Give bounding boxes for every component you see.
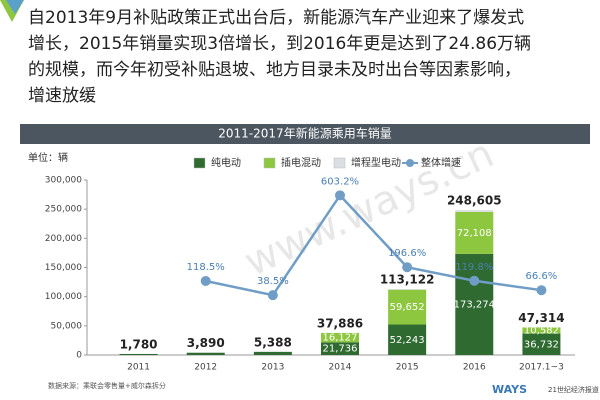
y-tick-label: 0	[76, 351, 82, 361]
bar-segment	[119, 353, 158, 355]
growth-label: 603.2%	[321, 176, 359, 187]
y-tick-label: 300,000	[45, 176, 82, 186]
total-label: 47,314	[518, 311, 564, 325]
total-label: 248,605	[447, 193, 502, 207]
x-tick-label: 2014	[329, 363, 352, 373]
source: 数据来源：乘联会零售量+威尔森拆分	[48, 381, 166, 390]
segment-label: 16,127	[323, 333, 358, 344]
total-label: 37,886	[317, 316, 363, 330]
growth-point	[469, 275, 480, 286]
legend-swatch	[333, 157, 346, 169]
bar-segment	[321, 342, 359, 355]
growth-point	[267, 290, 278, 301]
legend-swatch	[263, 157, 276, 169]
legend-label: 插电混动	[281, 156, 321, 169]
growth-point	[536, 285, 547, 296]
legend-swatch	[193, 157, 206, 169]
growth-line	[205, 193, 542, 297]
growth-label: 38.5%	[257, 276, 289, 287]
unit-label: 单位：辆	[28, 151, 68, 164]
growth-label: 196.6%	[388, 248, 426, 259]
header-line: 增速放缓	[28, 86, 96, 106]
y-tick-label: 250,000	[45, 205, 82, 215]
growth-point	[200, 276, 211, 287]
segment-label: 36,732	[524, 339, 559, 350]
segment-label: 173,274	[454, 299, 495, 310]
segment-label: 59,652	[390, 302, 425, 313]
chart-title: 2011-2017年新能源乘用车销量	[218, 126, 391, 141]
total-label: 1,780	[120, 337, 158, 351]
x-tick-label: 2016	[463, 363, 486, 373]
header-line: 增长，2015年销量实现3倍增长，到2016年更是达到了24.86万辆	[28, 34, 531, 54]
segment-label: 21,736	[323, 344, 358, 355]
x-tick-label: 2017.1~3	[519, 363, 564, 373]
header-line: 的规模，而今年初受补贴退坡、地方目录未及时出台等因素影响，	[28, 60, 521, 80]
legend-swatch	[406, 159, 414, 167]
bar-segment	[388, 289, 427, 325]
header-line: 自2013年9月补贴政策正式出台后，新能源汽车产业迎来了爆发式	[28, 8, 524, 28]
y-tick-label: 200,000	[45, 234, 82, 244]
logo: WAYS	[492, 383, 527, 396]
bar-segment	[455, 209, 494, 212]
bar-segment	[388, 289, 427, 290]
total-label: 3,890	[187, 336, 225, 350]
bar-segment	[455, 253, 494, 355]
segment-label: 52,243	[390, 335, 425, 346]
legend-label: 纯电动	[211, 156, 241, 169]
bar-segment	[455, 211, 494, 254]
growth-point	[402, 262, 413, 273]
growth-label: 119.8%	[455, 262, 493, 273]
bar-segment	[321, 332, 359, 343]
legend-label: 整体增速	[421, 156, 461, 169]
growth-point	[335, 190, 345, 201]
bar-segment	[186, 352, 225, 355]
x-tick-label: 2015	[396, 363, 419, 373]
bar-segment	[522, 327, 561, 334]
total-label: 5,388	[254, 335, 292, 349]
growth-label: 66.6%	[526, 271, 558, 282]
x-tick-label: 2012	[194, 363, 217, 373]
growth-label: 118.5%	[187, 262, 225, 273]
legend-label: 增程型电动	[351, 156, 401, 169]
y-tick-label: 100,000	[45, 292, 82, 302]
y-tick-label: 150,000	[45, 263, 82, 273]
segment-label: 72,108	[457, 228, 492, 239]
y-tick-label: 50,000	[51, 321, 83, 331]
brand: 21世纪经济报道	[548, 385, 599, 394]
title-bar	[20, 124, 590, 144]
bar-segment	[253, 351, 292, 355]
x-tick-label: 2013	[261, 363, 284, 373]
x-tick-label: 2011	[127, 363, 150, 373]
bar-segment	[388, 324, 427, 355]
segment-label: 10,582	[524, 325, 559, 336]
total-label: 113,122	[380, 273, 435, 287]
bar-segment	[522, 333, 561, 355]
logo-triangle	[6, 0, 24, 14]
